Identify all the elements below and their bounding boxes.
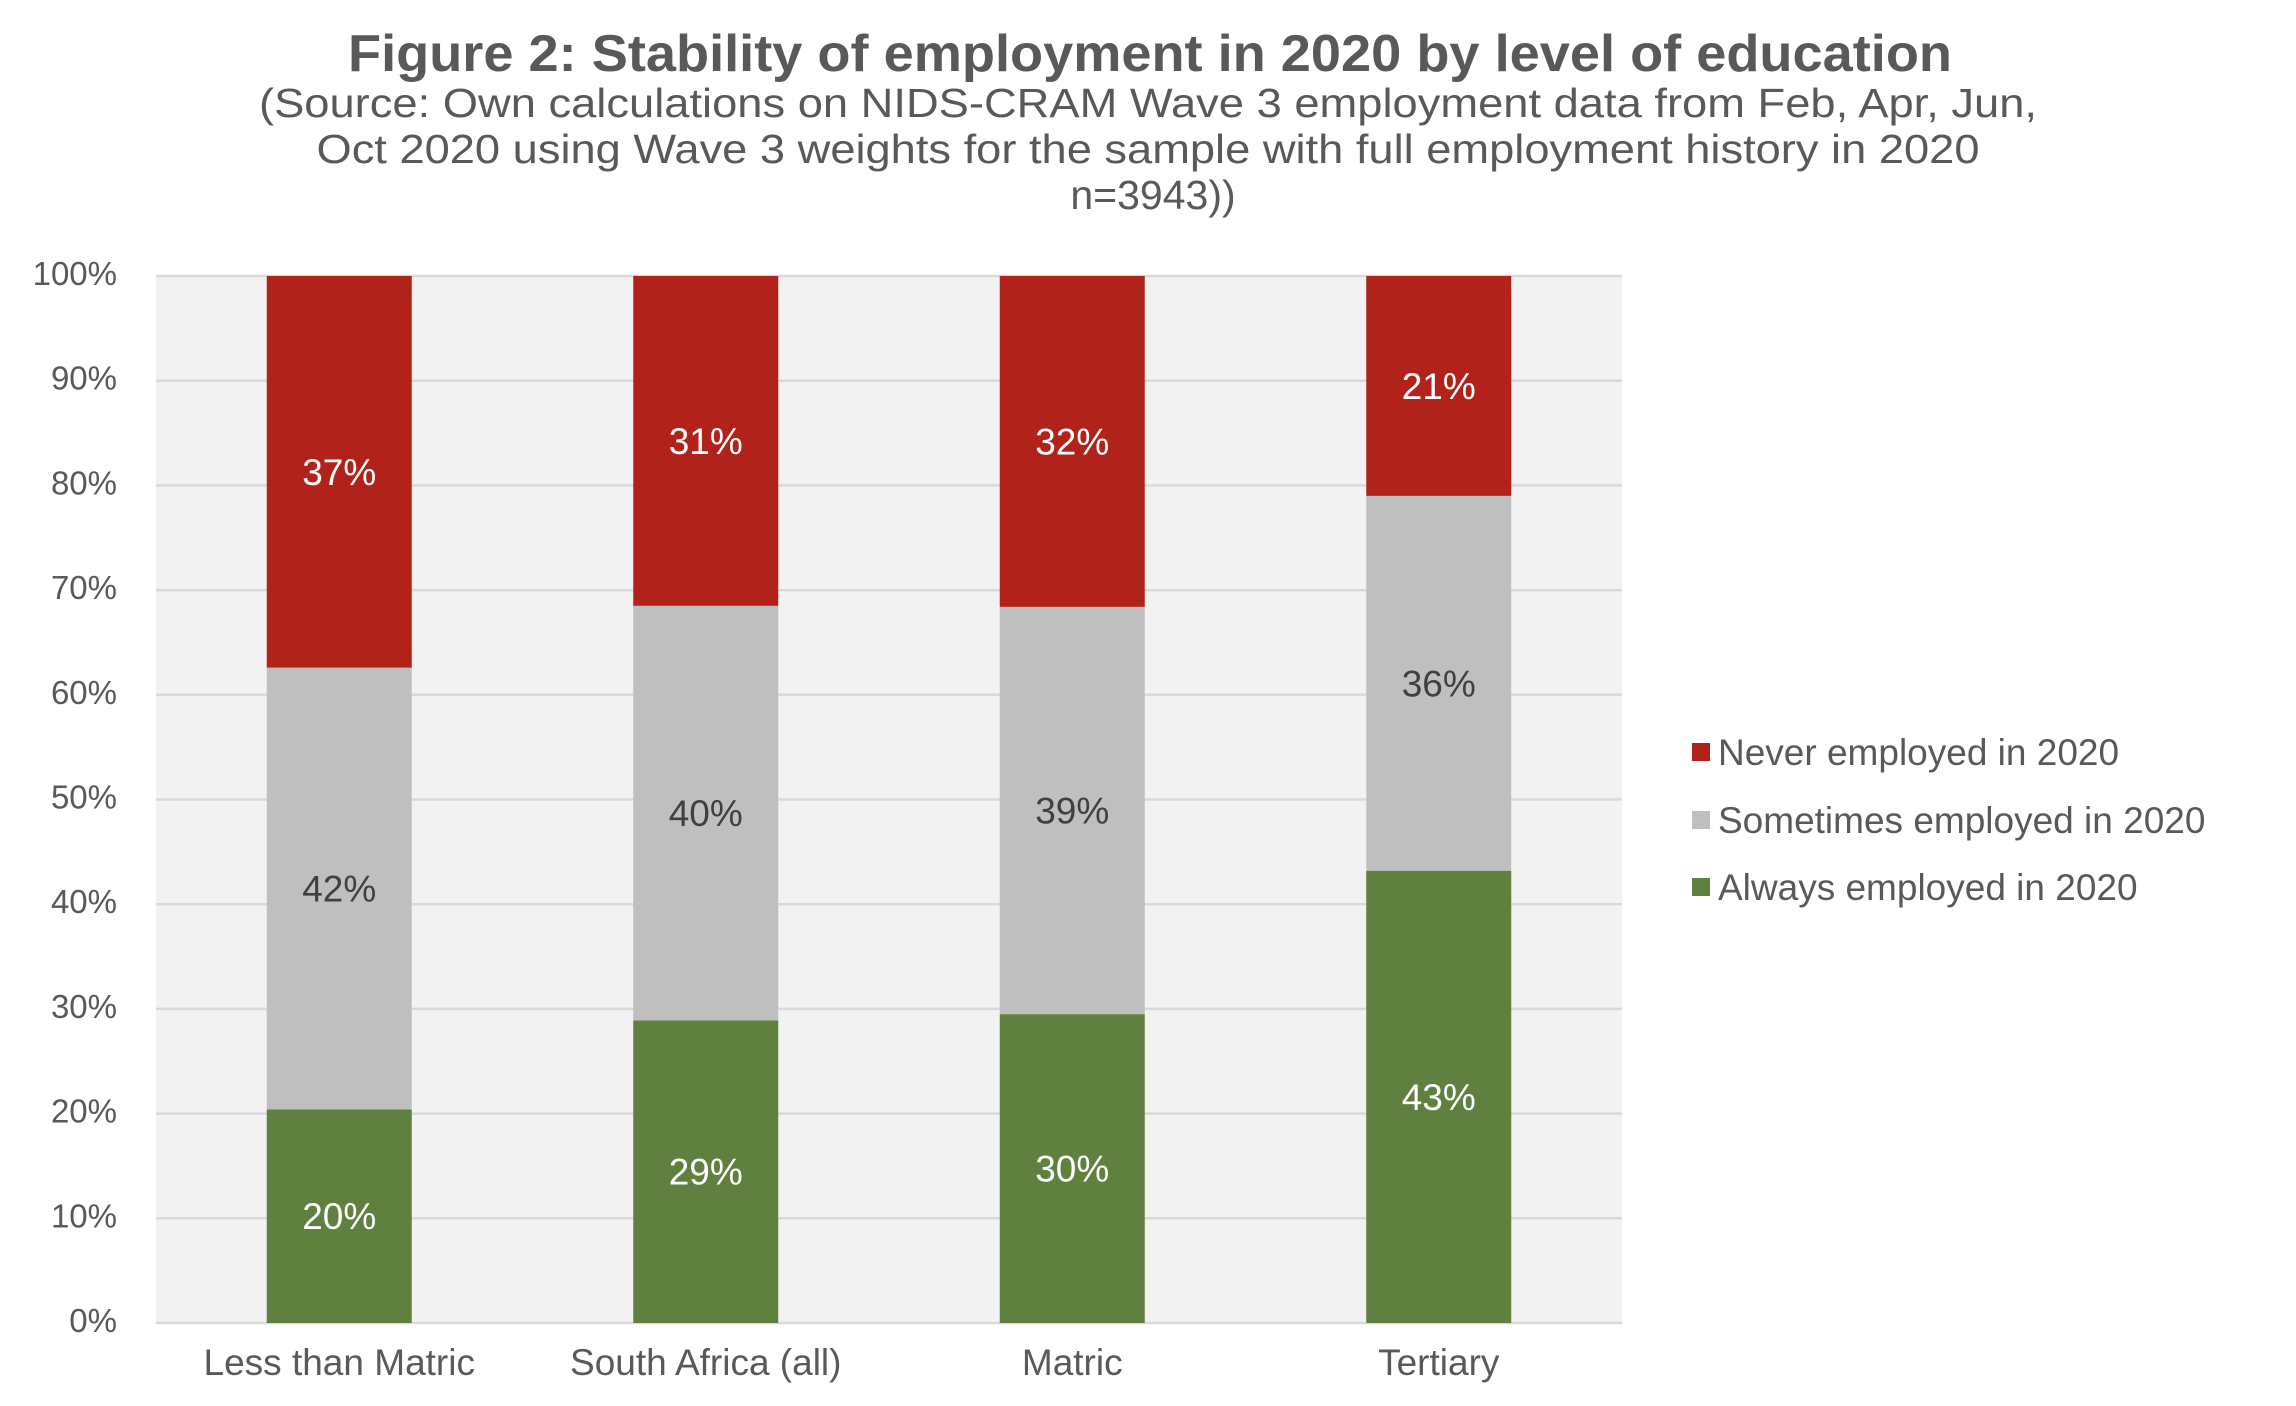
- y-tick-label: 90%: [51, 360, 117, 397]
- bar-segment: [633, 1020, 779, 1323]
- legend-item: Sometimes employed in 2020: [1692, 800, 2205, 841]
- legend-swatch: [1692, 878, 1710, 896]
- bar-segment: [633, 605, 779, 1021]
- data-label: 31%: [669, 421, 743, 462]
- x-axis-ticks: Less than Matric South Africa (all) Matric…: [204, 1342, 1500, 1383]
- x-tick-label: South Africa (all): [570, 1342, 841, 1383]
- x-tick-label: Less than Matric: [204, 1342, 475, 1383]
- bar-segment: [266, 276, 412, 668]
- data-label: 32%: [1035, 421, 1109, 462]
- bar-segment: [999, 1014, 1145, 1323]
- bar-segment: [999, 606, 1145, 1015]
- y-tick-label: 70%: [51, 569, 117, 606]
- y-tick-label: 10%: [51, 1197, 117, 1234]
- legend-item: Never employed in 2020: [1692, 732, 2119, 773]
- y-axis-ticks: 0% 10% 20% 30% 40% 50% 60% 70% 80% 90% 100%: [33, 255, 117, 1339]
- y-tick-label: 80%: [51, 464, 117, 501]
- data-label: 37%: [302, 452, 376, 493]
- data-label: 36%: [1402, 663, 1476, 704]
- data-label: 42%: [302, 868, 376, 909]
- y-tick-label: 40%: [51, 883, 117, 920]
- data-labels: 20% 42% 37% 29% 40% 31% 30% 39% 32% 43% 36% 21%: [302, 366, 1476, 1237]
- y-tick-label: 20%: [51, 1093, 117, 1130]
- bar-segment: [633, 276, 779, 606]
- legend-label: Always employed in 2020: [1718, 867, 2138, 908]
- y-tick-label: 100%: [33, 255, 117, 292]
- bar-segment: [1366, 495, 1512, 871]
- chart-subtitle-line-2: Oct 2020 using Wave 3 weights for the sa…: [317, 126, 1980, 172]
- data-label: 29%: [669, 1152, 743, 1193]
- chart-subtitle-line-3: n=3943)): [1070, 172, 1235, 218]
- y-tick-label: 60%: [51, 674, 117, 711]
- chart-subtitle-line-1: (Source: Own calculations on NIDS-CRAM W…: [259, 80, 2037, 126]
- y-tick-label: 50%: [51, 779, 117, 816]
- legend-label: Never employed in 2020: [1718, 732, 2119, 773]
- data-label: 30%: [1035, 1149, 1109, 1190]
- bars: [266, 276, 1512, 1323]
- legend-label: Sometimes employed in 2020: [1718, 800, 2205, 841]
- legend-item: Always employed in 2020: [1692, 867, 2138, 908]
- bar-segment: [1366, 276, 1512, 496]
- bar-segment: [1366, 870, 1512, 1323]
- data-label: 40%: [669, 793, 743, 834]
- bar-segment: [266, 667, 412, 1110]
- x-tick-label: Matric: [1022, 1342, 1123, 1383]
- chart-title: Figure 2: Stability of employment in 202…: [348, 25, 1952, 83]
- data-label: 43%: [1402, 1077, 1476, 1118]
- data-label: 21%: [1402, 366, 1476, 407]
- data-label: 39%: [1035, 790, 1109, 831]
- data-label: 20%: [302, 1196, 376, 1237]
- x-tick-label: Tertiary: [1378, 1342, 1500, 1383]
- bar-segment: [266, 1109, 412, 1323]
- bar-segment: [999, 276, 1145, 607]
- y-tick-label: 30%: [51, 988, 117, 1025]
- legend-swatch: [1692, 743, 1710, 761]
- legend-swatch: [1692, 811, 1710, 829]
- y-tick-label: 0%: [69, 1302, 117, 1339]
- legend: Never employed in 2020 Sometimes employed…: [1692, 732, 2205, 908]
